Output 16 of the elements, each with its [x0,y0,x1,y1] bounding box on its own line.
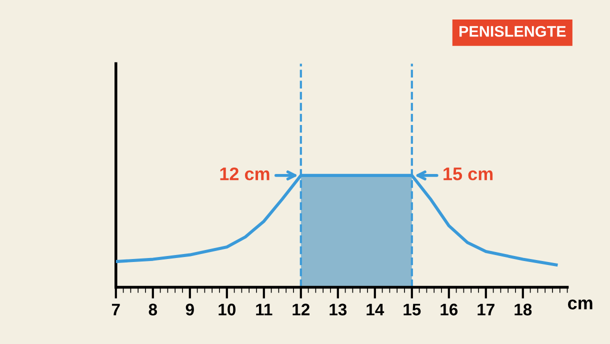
x-tick-label: 16 [440,304,458,316]
x-tick-label: 12 [292,304,310,316]
x-tick-label: 14 [366,304,384,316]
chart-title: PENISLENGTE [460,26,566,37]
x-tick-label: 7 [112,304,120,316]
annotation: 12 cm [220,168,270,180]
x-tick-label: 17 [478,304,494,316]
x-tick-label: 18 [514,304,532,316]
x-tick-label: 11 [256,304,272,316]
x-tick-label: 9 [186,304,194,316]
x-tick-label: 10 [218,304,236,316]
x-tick-label: 8 [148,304,158,316]
x-axis-title: cm [568,300,592,310]
annotation: 15 cm [444,168,493,180]
x-tick-label: 13 [330,304,347,316]
x-tick-label: 15 [404,304,421,316]
